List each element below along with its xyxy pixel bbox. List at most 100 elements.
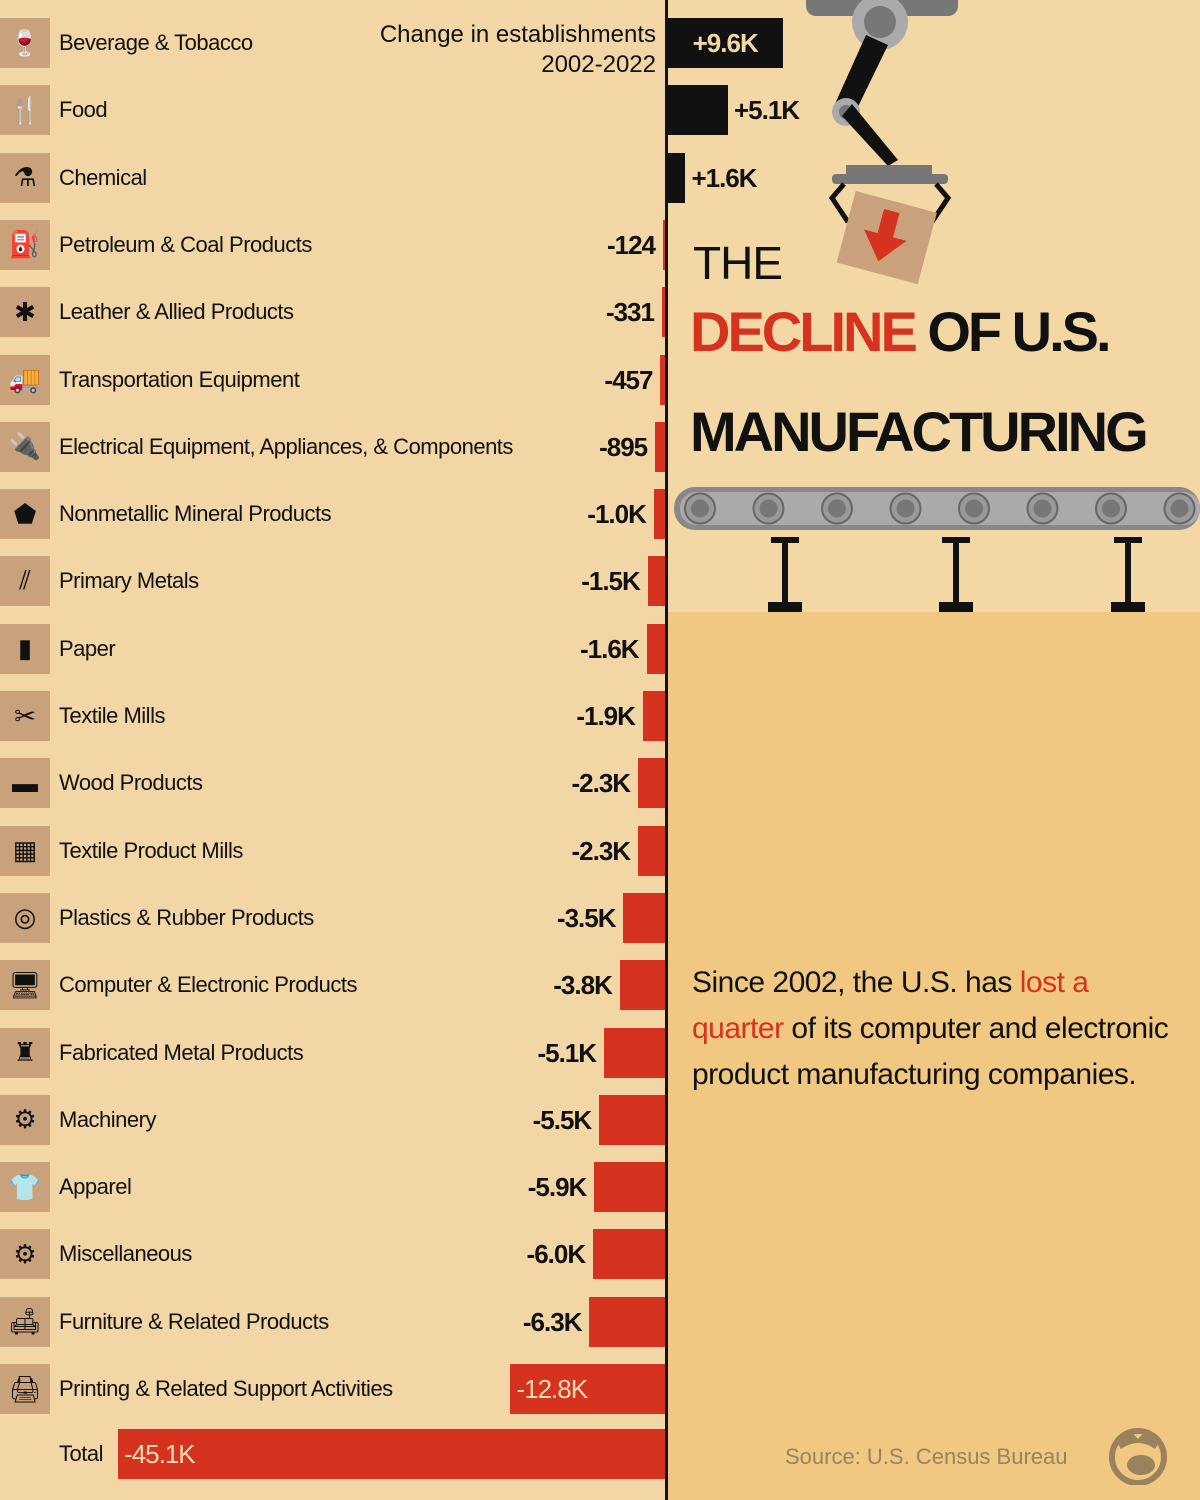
bar (623, 892, 666, 943)
value-label: +5.1K (733, 95, 800, 126)
title-highlight: DECLINE (690, 300, 918, 363)
value-label: -2.3K (571, 768, 631, 799)
bar (660, 354, 666, 405)
box-icon (836, 191, 937, 285)
category-label: Chemical (59, 164, 147, 190)
fork-knife-icon: 🍴 (0, 85, 50, 136)
bar (646, 623, 666, 674)
value-label: -1.0K (587, 499, 647, 530)
title-line3: MANUFACTURING (690, 400, 1149, 463)
conveyor-roller (759, 499, 778, 518)
chart-header: Change in establishments 2002-2022 (380, 20, 656, 80)
value-label: -2.3K (571, 835, 631, 866)
category-label: Textile Mills (59, 703, 165, 728)
bar (604, 1027, 666, 1078)
bar (666, 85, 728, 136)
category-label: Nonmetallic Mineral Products (59, 501, 332, 527)
metal-bars-icon: ⫽ (0, 556, 50, 607)
truck-icon: 🚚 (0, 354, 50, 405)
computer-icon: 🖥 (0, 960, 50, 1011)
header-line1: Change in establishments (379, 21, 656, 48)
note-highlight: lost a quarter (692, 966, 1089, 1045)
conveyor-roller (1170, 499, 1189, 518)
bar-row: ▦ Textile Product Mills -2.3K (0, 825, 666, 876)
bar-row: ✱ Leather & Allied Products -331 (0, 287, 666, 338)
bar-row: ⚗ Chemical +1.6K (0, 152, 758, 203)
mineral-icon: ⬟ (0, 489, 50, 540)
zero-axis-line (665, 0, 668, 1500)
value-label: +1.6K (691, 162, 757, 193)
sewing-machine-icon: ✂ (0, 691, 50, 741)
bar (594, 1162, 666, 1213)
bar-row: 🖨 Printing & Related Support Activities -1… (0, 1364, 666, 1414)
category-label: Furniture & Related Products (59, 1308, 329, 1334)
category-label: Electrical Equipment, Appliances, & Comp… (59, 433, 513, 459)
note-part1: Since 2002, the U.S. has (692, 966, 1020, 999)
value-label: -331 (605, 297, 655, 328)
value-label: -895 (599, 431, 648, 462)
source-credit: Source: U.S. Census Bureau (785, 1444, 1068, 1469)
category-label: Transportation Equipment (59, 366, 300, 392)
category-label: Paper (59, 635, 116, 661)
conveyor-roller (896, 499, 915, 518)
metal-part-icon: ♜ (0, 1027, 50, 1078)
bar (599, 1094, 666, 1145)
oil-pump-icon: ⛽ (0, 219, 50, 270)
value-label: -3.8K (553, 970, 613, 1001)
printer-icon: 🖨 (0, 1364, 50, 1414)
value-label: -1.9K (576, 701, 636, 731)
conveyor-roller (828, 499, 846, 518)
bar-row: ⬟ Nonmetallic Mineral Products -1.0K (0, 489, 666, 540)
category-label: Apparel (59, 1174, 132, 1200)
conveyor-roller (965, 499, 983, 518)
bar (666, 152, 686, 203)
conveyor-roller (1033, 499, 1052, 518)
value-label: -45.1K (124, 1439, 196, 1469)
category-label: Primary Metals (59, 568, 199, 594)
bar (653, 489, 666, 540)
textile-icon: ▦ (0, 825, 50, 876)
bar (619, 960, 666, 1011)
robot-arm-upper (834, 35, 888, 115)
bar (655, 421, 666, 472)
value-label: -124 (606, 229, 656, 260)
gear-icon: ⚙ (0, 1229, 50, 1280)
brand-logo-icon (1109, 1428, 1167, 1485)
robot-conveyor-illustration (674, 0, 1200, 612)
rubber-ring-icon: ◎ (0, 892, 50, 943)
flask-icon: ⚗ (0, 152, 50, 203)
value-label: -1.5K (581, 566, 641, 597)
value-label: -5.1K (537, 1037, 597, 1068)
bar (661, 287, 666, 338)
bar-row: 👕 Apparel -5.9K (0, 1162, 666, 1213)
note-part2: of its computer and electronic product m… (692, 1012, 1169, 1091)
header-line2: 2002-2022 (541, 51, 656, 78)
value-label: -457 (604, 364, 653, 395)
bar-row: ▬ Wood Products -2.3K (0, 758, 666, 809)
bar-row: 🛋 Furniture & Related Products -6.3K (0, 1296, 666, 1347)
bar (510, 1364, 666, 1414)
bar (638, 758, 666, 809)
robot-arm-lower (842, 104, 898, 166)
conveyor-roller (1102, 499, 1120, 518)
value-label: -6.3K (522, 1306, 583, 1337)
conveyor-legs (768, 537, 1145, 612)
category-label: Miscellaneous (59, 1241, 192, 1267)
category-label: Textile Product Mills (59, 837, 243, 863)
category-label: Computer & Electronic Products (59, 972, 358, 998)
bar-row: 🖥 Computer & Electronic Products -3.8K (0, 960, 666, 1011)
bar (642, 691, 666, 741)
value-label: -5.9K (527, 1172, 588, 1203)
down-arrow-icon (864, 208, 907, 262)
bar-row: ◎ Plastics & Rubber Products -3.5K (0, 892, 666, 943)
category-label: Plastics & Rubber Products (59, 904, 314, 930)
category-label: Machinery (59, 1106, 156, 1132)
wood-plank-icon: ▬ (0, 758, 50, 809)
category-label: Leather & Allied Products (59, 299, 294, 325)
bar-row: ⚙ Machinery -5.5K (0, 1094, 666, 1145)
bar (666, 18, 783, 68)
paper-icon: ▮ (0, 623, 50, 674)
annotation-note: Since 2002, the U.S. has lost a quarter … (692, 960, 1172, 1098)
bar-row: ⛽ Petroleum & Coal Products -124 (0, 219, 666, 270)
bar (589, 1296, 666, 1347)
